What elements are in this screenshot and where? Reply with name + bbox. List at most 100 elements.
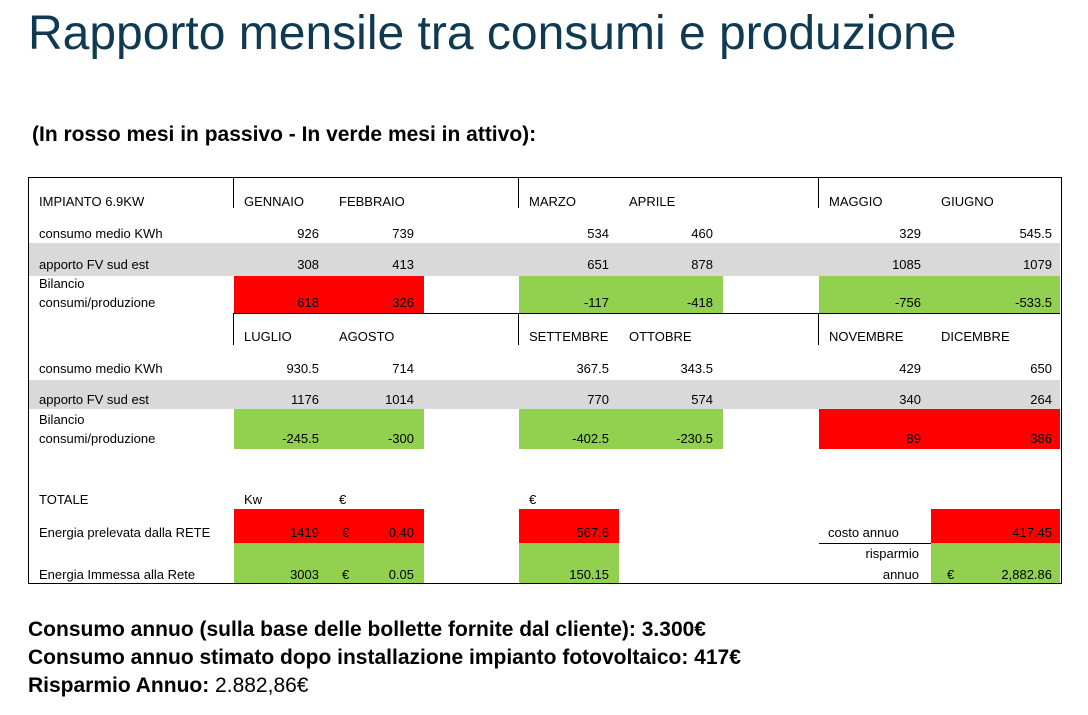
divider-col3-top xyxy=(818,178,819,208)
month-novembre: NOVEMBRE xyxy=(829,329,904,344)
balance-fill-novembre xyxy=(819,409,931,449)
row-label-consumption-top: consumo medio KWh xyxy=(39,226,163,241)
divider-col3-bottom xyxy=(818,313,819,345)
pv-row-band-bottom xyxy=(29,380,1060,409)
month-luglio: LUGLIO xyxy=(244,329,292,344)
grid-cost: 567.6 xyxy=(576,525,609,540)
summary-line-3: Risparmio Annuo: 2.882,86€ xyxy=(28,674,308,698)
row-label-balance-top-1: Bilancio xyxy=(39,276,85,291)
month-maggio: MAGGIO xyxy=(829,194,883,209)
pv-gennaio: 308 xyxy=(297,257,319,272)
consumption-dicembre: 650 xyxy=(1030,361,1052,376)
pv-maggio: 1085 xyxy=(892,257,921,272)
month-ottobre: OTTOBRE xyxy=(629,329,692,344)
annual-cost-label: costo annuo xyxy=(828,525,899,540)
annual-cost: 417.45 xyxy=(1012,525,1052,540)
fed-kw-fill xyxy=(234,543,329,583)
balance-novembre: 89 xyxy=(906,431,921,446)
monthly-balance-table: IMPIANTO 6.9KW GENNAIO FEBBRAIO MARZO AP… xyxy=(28,177,1062,584)
balance-dicembre: 386 xyxy=(1030,431,1052,446)
consumption-agosto: 714 xyxy=(392,361,414,376)
savings-fill xyxy=(931,543,1060,583)
divider-col1-bottom xyxy=(233,313,234,345)
pv-row-band-top xyxy=(29,243,1060,276)
grid-cost-fill xyxy=(519,509,619,543)
month-agosto: AGOSTO xyxy=(339,329,395,344)
page-subtitle: (In rosso mesi in passivo - In verde mes… xyxy=(32,123,537,146)
balance-fill-aprile xyxy=(619,276,723,313)
annual-cost-fill xyxy=(931,509,1060,543)
pv-febbraio: 413 xyxy=(392,257,414,272)
savings-summary-label: Risparmio Annuo: xyxy=(28,674,210,697)
pv-giugno: 1079 xyxy=(1023,257,1052,272)
savings-currency: € xyxy=(947,567,955,582)
fed-currency: € xyxy=(342,567,350,582)
unit-eur: € xyxy=(339,492,347,507)
consumption-novembre: 429 xyxy=(899,361,921,376)
pv-agosto: 1014 xyxy=(385,392,414,407)
summary-line-1: Consumo annuo (sulla base delle bollette… xyxy=(28,618,706,641)
balance-aprile: -418 xyxy=(686,295,713,310)
row-label-balance-top-2: consumi/produzione xyxy=(39,295,156,310)
consumption-aprile: 460 xyxy=(691,226,713,241)
fed-value: 150.15 xyxy=(569,567,609,582)
pv-ottobre: 574 xyxy=(691,392,713,407)
row-label-balance-bottom-1: Bilancio xyxy=(39,412,85,427)
pv-dicembre: 264 xyxy=(1030,392,1052,407)
row-label-pv-bottom: apporto FV sud est xyxy=(39,392,149,407)
consumption-luglio: 930.5 xyxy=(286,361,319,376)
grid-price-fill xyxy=(329,509,424,543)
month-aprile: APRILE xyxy=(629,194,676,209)
divider-col1-top xyxy=(233,178,234,208)
balance-fill-marzo xyxy=(519,276,619,313)
balance-giugno: -533.5 xyxy=(1015,295,1052,310)
row-label-balance-bottom-2: consumi/produzione xyxy=(39,431,156,446)
savings-label-1: risparmio xyxy=(865,546,919,561)
balance-fill-agosto xyxy=(329,409,424,449)
divider-annual-cost xyxy=(819,543,931,544)
balance-febbraio: 326 xyxy=(392,295,414,310)
balance-fill-ottobre xyxy=(619,409,723,449)
month-settembre: SETTEMBRE xyxy=(529,329,609,344)
plant-label: IMPIANTO 6.9KW xyxy=(39,194,145,209)
consumption-febbraio: 739 xyxy=(392,226,414,241)
balance-luglio: -245.5 xyxy=(282,431,319,446)
consumption-maggio: 329 xyxy=(899,226,921,241)
balance-settembre: -402.5 xyxy=(572,431,609,446)
totals-label: TOTALE xyxy=(39,492,89,507)
pv-aprile: 878 xyxy=(691,257,713,272)
balance-agosto: -300 xyxy=(387,431,414,446)
pv-novembre: 340 xyxy=(899,392,921,407)
savings-value: 2,882.86 xyxy=(1001,567,1052,582)
consumption-settembre: 367.5 xyxy=(576,361,609,376)
balance-marzo: -117 xyxy=(583,295,609,310)
consumption-marzo: 534 xyxy=(587,226,609,241)
month-giugno: GIUGNO xyxy=(941,194,994,209)
unit-kw: Kw xyxy=(244,492,263,507)
fed-label: Energia Immessa alla Rete xyxy=(39,567,196,582)
balance-fill-luglio xyxy=(234,409,329,449)
fed-value-fill xyxy=(519,543,619,583)
fed-price-fill xyxy=(329,543,424,583)
pv-marzo: 651 xyxy=(587,257,609,272)
balance-fill-febbraio xyxy=(329,276,424,313)
balance-fill-gennaio xyxy=(234,276,329,313)
pv-settembre: 770 xyxy=(587,392,609,407)
balance-fill-dicembre xyxy=(931,409,1060,449)
row-label-consumption-bottom: consumo medio KWh xyxy=(39,361,163,376)
month-febbraio: FEBBRAIO xyxy=(339,194,405,209)
savings-label-2: annuo xyxy=(882,567,919,582)
balance-fill-giugno xyxy=(931,276,1060,313)
balance-ottobre: -230.5 xyxy=(676,431,713,446)
fed-price: 0.05 xyxy=(388,567,414,582)
grid-kw: 1419 xyxy=(290,525,319,540)
consumption-giugno: 545.5 xyxy=(1019,226,1052,241)
consumption-ottobre: 343.5 xyxy=(680,361,713,376)
divider-col2-bottom xyxy=(518,313,519,345)
page-title: Rapporto mensile tra consumi e produzion… xyxy=(28,7,957,60)
balance-fill-settembre xyxy=(519,409,619,449)
grid-currency: € xyxy=(342,525,350,540)
month-dicembre: DICEMBRE xyxy=(941,329,1010,344)
grid-price: 0.40 xyxy=(388,525,414,540)
month-marzo: MARZO xyxy=(529,194,576,209)
